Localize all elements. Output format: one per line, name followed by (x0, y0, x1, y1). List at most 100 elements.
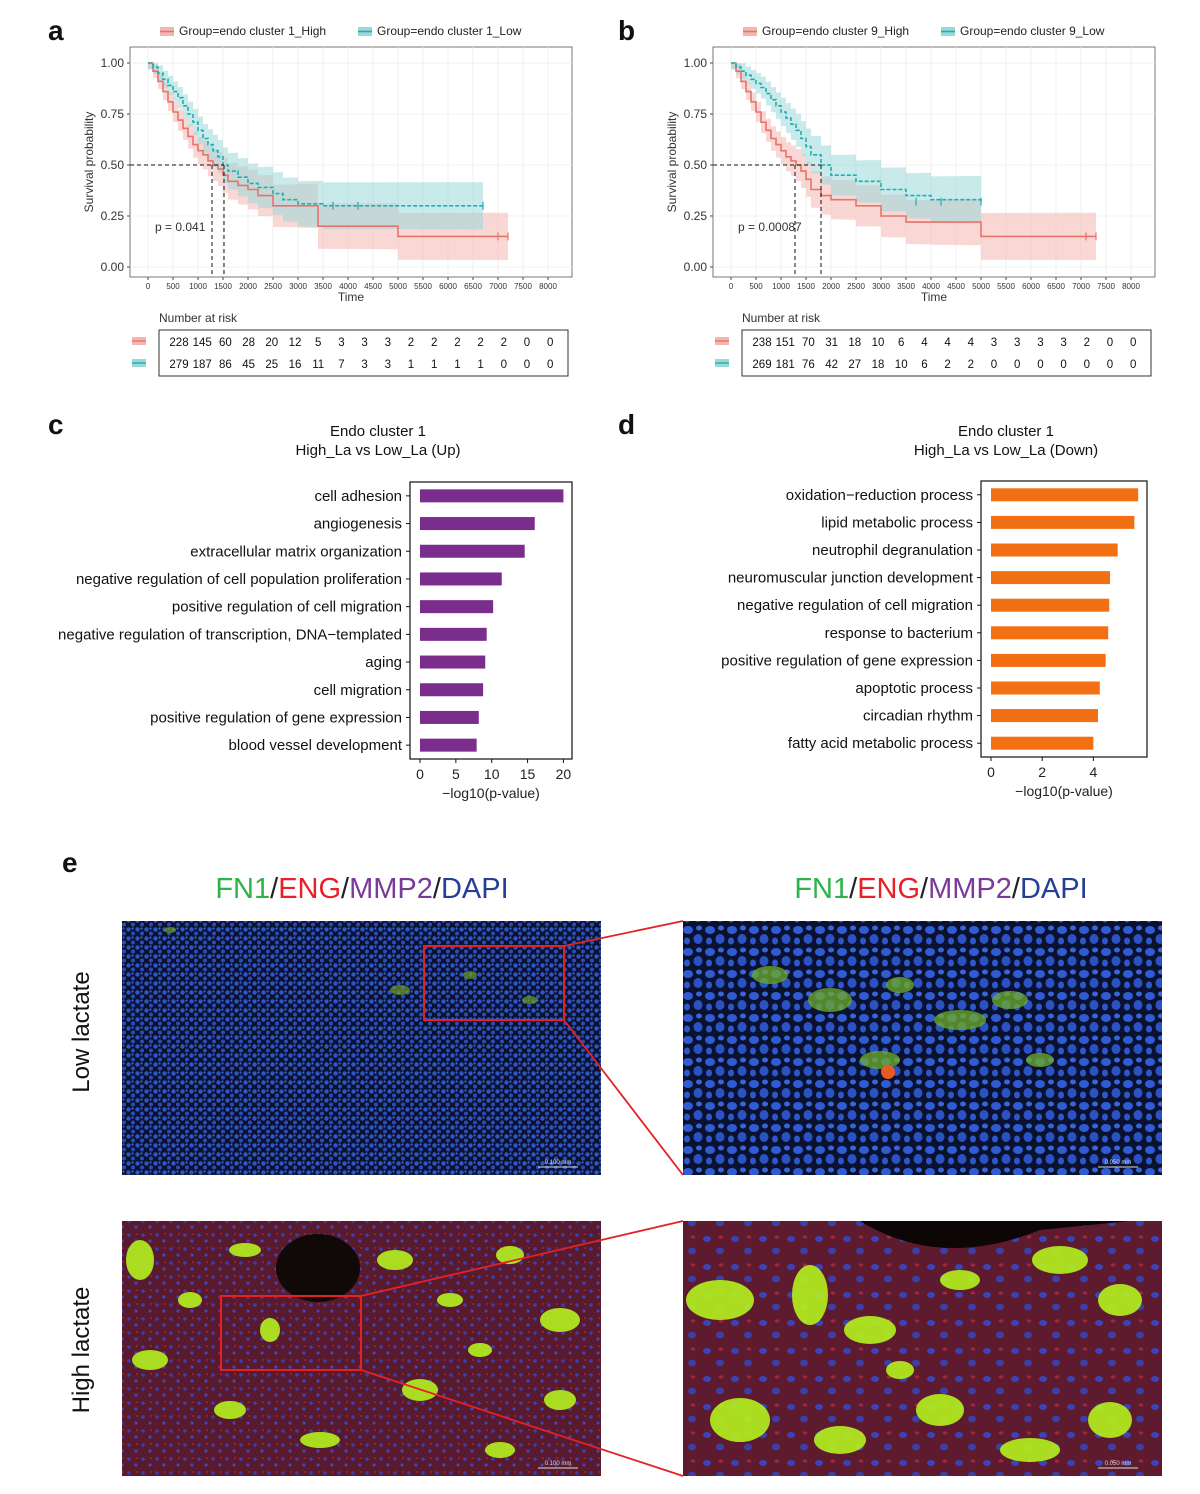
fn1-signal-high-zoom (686, 1246, 1142, 1462)
category-label: lipid metabolic process (821, 514, 973, 531)
km-ytick-label: 0.50 (684, 158, 708, 172)
fn1-patch (522, 996, 538, 1004)
km-xtick-label: 1500 (214, 282, 232, 291)
risk-high-count: 2 (477, 337, 483, 349)
fn1-patch (1000, 1438, 1060, 1462)
fn1-patch (437, 1293, 463, 1307)
km-xtick-label: 500 (749, 282, 763, 291)
km-xtick-label: 7000 (489, 282, 507, 291)
x-tick-label: 0 (416, 766, 424, 782)
risk-high-count: 0 (547, 337, 553, 349)
category-label: cell migration (314, 682, 402, 699)
category-label: negative regulation of cell population p… (76, 571, 402, 588)
km-median-lines (713, 164, 822, 277)
km-xtick-label: 5000 (972, 282, 990, 291)
stain-label: ENG (278, 873, 341, 905)
bar (991, 653, 1106, 667)
fn1-patch (886, 977, 914, 993)
risk-low-count: 0 (547, 359, 553, 371)
risk-low-count: 0 (1130, 359, 1136, 371)
risk-low-count: 10 (895, 359, 908, 371)
km-ylabel: Survival probability (82, 112, 96, 213)
zoom-connector (563, 1019, 684, 1176)
bar (420, 627, 487, 641)
risk-high-count: 0 (1130, 337, 1136, 349)
micrograph-low-zoom (683, 921, 1162, 1175)
risk-table-box (741, 329, 1152, 377)
fn1-patch (844, 1316, 896, 1344)
risk-high-count: 60 (219, 337, 232, 349)
stain-label: / (849, 873, 858, 905)
km-low-confidence-band (148, 63, 483, 230)
risk-low-count: 45 (242, 359, 255, 371)
km-xtick-label: 2000 (239, 282, 257, 291)
bar (420, 738, 477, 752)
km-xtick-label: 3500 (314, 282, 332, 291)
risk-low-count: 27 (848, 359, 861, 371)
risk-low-count: 1 (431, 359, 437, 371)
fn1-patch (377, 1250, 413, 1270)
km-median-lines (130, 164, 225, 277)
scale-bar-label: 0.100 mm (545, 1461, 572, 1467)
chart-title: Endo cluster 1 (958, 423, 1054, 440)
risk-high-count: 238 (752, 337, 771, 349)
bar (991, 681, 1100, 695)
km-high-curve (148, 62, 508, 238)
stain-header-right: FN1/ENG/MMP2/DAPI (794, 873, 1087, 905)
km-xtick-label: 5500 (414, 282, 432, 291)
bar (991, 543, 1118, 557)
km-xtick-label: 6000 (439, 282, 457, 291)
risk-high-count: 3 (385, 337, 391, 349)
fn1-patch (390, 985, 410, 995)
risk-high-count: 70 (802, 337, 815, 349)
chart-title: Endo cluster 1 (330, 423, 426, 440)
risk-low-count: 18 (872, 359, 885, 371)
km-xtick-label: 4000 (922, 282, 940, 291)
risk-high-count: 2 (454, 337, 460, 349)
vessel-lumen (276, 1234, 360, 1302)
legend-high-label: Group=endo cluster 9_High (762, 24, 909, 38)
risk-high-count: 4 (921, 337, 928, 349)
km-xtick-label: 6500 (464, 282, 482, 291)
category-label: apoptotic process (855, 680, 973, 697)
km-pvalue: p = 0.00087 (738, 220, 802, 234)
row-label-low-lactate: Low lactate (68, 971, 95, 1092)
risk-low-count: 2 (944, 359, 950, 371)
x-axis-label: −log10(p-value) (442, 785, 540, 801)
x-tick-label: 10 (484, 766, 500, 782)
chart-subtitle: High_La vs Low_La (Down) (914, 442, 1098, 459)
km-xtick-label: 1500 (797, 282, 815, 291)
chart-subtitle: High_La vs Low_La (Up) (295, 442, 460, 459)
fn1-signal-low-zoom (752, 966, 1054, 1069)
fn1-patch (132, 1350, 168, 1370)
risk-high-count: 5 (315, 337, 321, 349)
risk-low-count: 16 (289, 359, 302, 371)
risk-high-count: 3 (1060, 337, 1066, 349)
risk-high-count: 151 (776, 337, 795, 349)
legend-low-label: Group=endo cluster 9_Low (960, 24, 1105, 38)
x-tick-label: 0 (987, 764, 995, 780)
fn1-patch (814, 1426, 866, 1454)
km-panel-a: Group=endo cluster 1_High Group=endo clus… (82, 24, 573, 377)
risk-high-count: 4 (944, 337, 951, 349)
zoom-box-low (423, 945, 565, 1021)
risk-low-count: 187 (193, 359, 212, 371)
fn1-patch (300, 1432, 340, 1448)
stain-header-left: FN1/ENG/MMP2/DAPI (215, 873, 508, 905)
bar (420, 655, 486, 669)
km-low-curve (148, 62, 483, 207)
km-ytick-label: 0.25 (101, 209, 125, 223)
km-xtick-label: 5000 (389, 282, 407, 291)
risk-high-count: 2 (431, 337, 437, 349)
stain-label: / (1012, 873, 1021, 905)
risk-high-count: 0 (524, 337, 530, 349)
bar (420, 544, 525, 558)
risk-low-count: 3 (361, 359, 367, 371)
stain-label: FN1 (794, 873, 849, 905)
km-xtick-label: 5500 (997, 282, 1015, 291)
fn1-patch (992, 991, 1028, 1009)
risk-high-count: 3 (1037, 337, 1043, 349)
bar (991, 709, 1098, 723)
km-ytick-label: 0.50 (101, 158, 125, 172)
